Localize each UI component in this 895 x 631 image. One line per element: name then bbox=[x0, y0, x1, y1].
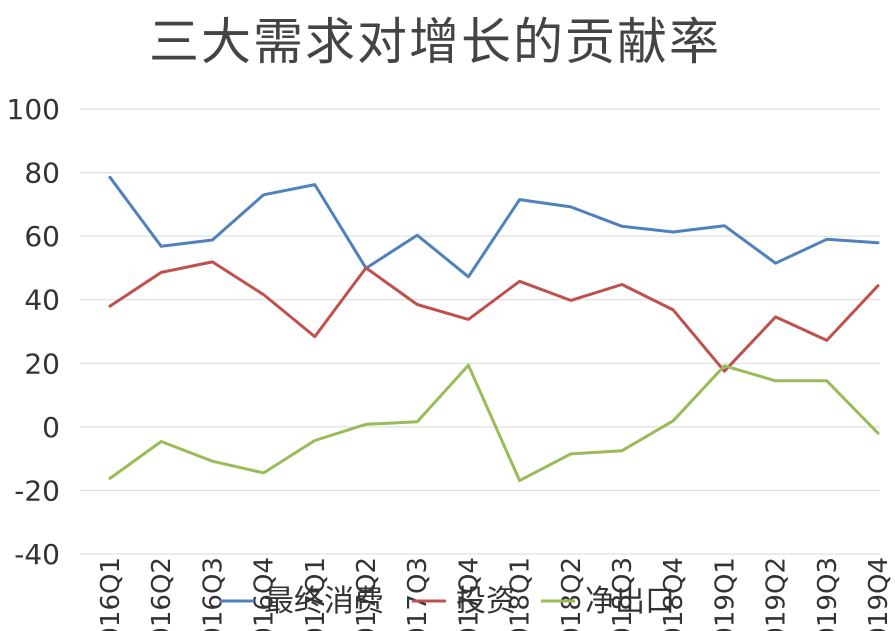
x-tick-label: 2016Q3 bbox=[198, 557, 228, 631]
y-tick-label: 40 bbox=[24, 284, 60, 317]
legend-label: 净出口 bbox=[585, 584, 675, 619]
x-tick-label: 2016Q4 bbox=[250, 557, 280, 631]
x-tick-label: 2017Q3 bbox=[403, 557, 433, 631]
legend-label: 最终消费 bbox=[264, 584, 384, 619]
x-tick-label: 2019Q1 bbox=[710, 557, 740, 631]
plot-area bbox=[108, 175, 880, 483]
y-tick-label: 80 bbox=[24, 157, 60, 190]
x-tick-label: 2016Q2 bbox=[147, 557, 177, 631]
x-tick-label: 2016Q1 bbox=[96, 557, 126, 631]
legend-label: 投资 bbox=[456, 584, 516, 619]
x-tick-label: 2019Q3 bbox=[813, 557, 843, 631]
x-tick-label: 2018Q3 bbox=[608, 557, 638, 631]
x-tick-label: 2019Q2 bbox=[762, 557, 792, 631]
y-axis: -40 -20 0 20 40 60 80 100 bbox=[7, 93, 60, 571]
y-tick-label: 60 bbox=[24, 220, 60, 253]
y-tick-label: -20 bbox=[14, 474, 60, 507]
y-tick-label: 20 bbox=[24, 347, 60, 380]
x-tick-label: 2019Q4 bbox=[864, 557, 894, 631]
x-tick-label: 2018Q1 bbox=[506, 557, 536, 631]
x-tick-label: 2017Q2 bbox=[352, 557, 382, 631]
series-line-3 bbox=[108, 363, 880, 483]
chart-title: 三大需求对增长的贡献率 bbox=[149, 13, 721, 71]
x-tick-label: 2017Q4 bbox=[454, 557, 484, 631]
y-tick-label: -40 bbox=[14, 538, 60, 571]
y-tick-label: 100 bbox=[7, 93, 60, 126]
y-tick-label: 0 bbox=[42, 411, 60, 444]
gridlines bbox=[80, 108, 880, 555]
series-line-1 bbox=[108, 175, 880, 279]
series-line-2 bbox=[108, 260, 880, 373]
x-tick-label: 2018Q4 bbox=[659, 557, 689, 631]
legend: 最终消费 投资 净出口 bbox=[220, 584, 675, 619]
x-axis: 2016Q1 2016Q2 2016Q3 2016Q4 2017Q1 2017Q2 2017… bbox=[96, 557, 894, 631]
x-tick-label: 2018Q2 bbox=[557, 557, 587, 631]
x-tick-label: 2017Q1 bbox=[301, 557, 331, 631]
